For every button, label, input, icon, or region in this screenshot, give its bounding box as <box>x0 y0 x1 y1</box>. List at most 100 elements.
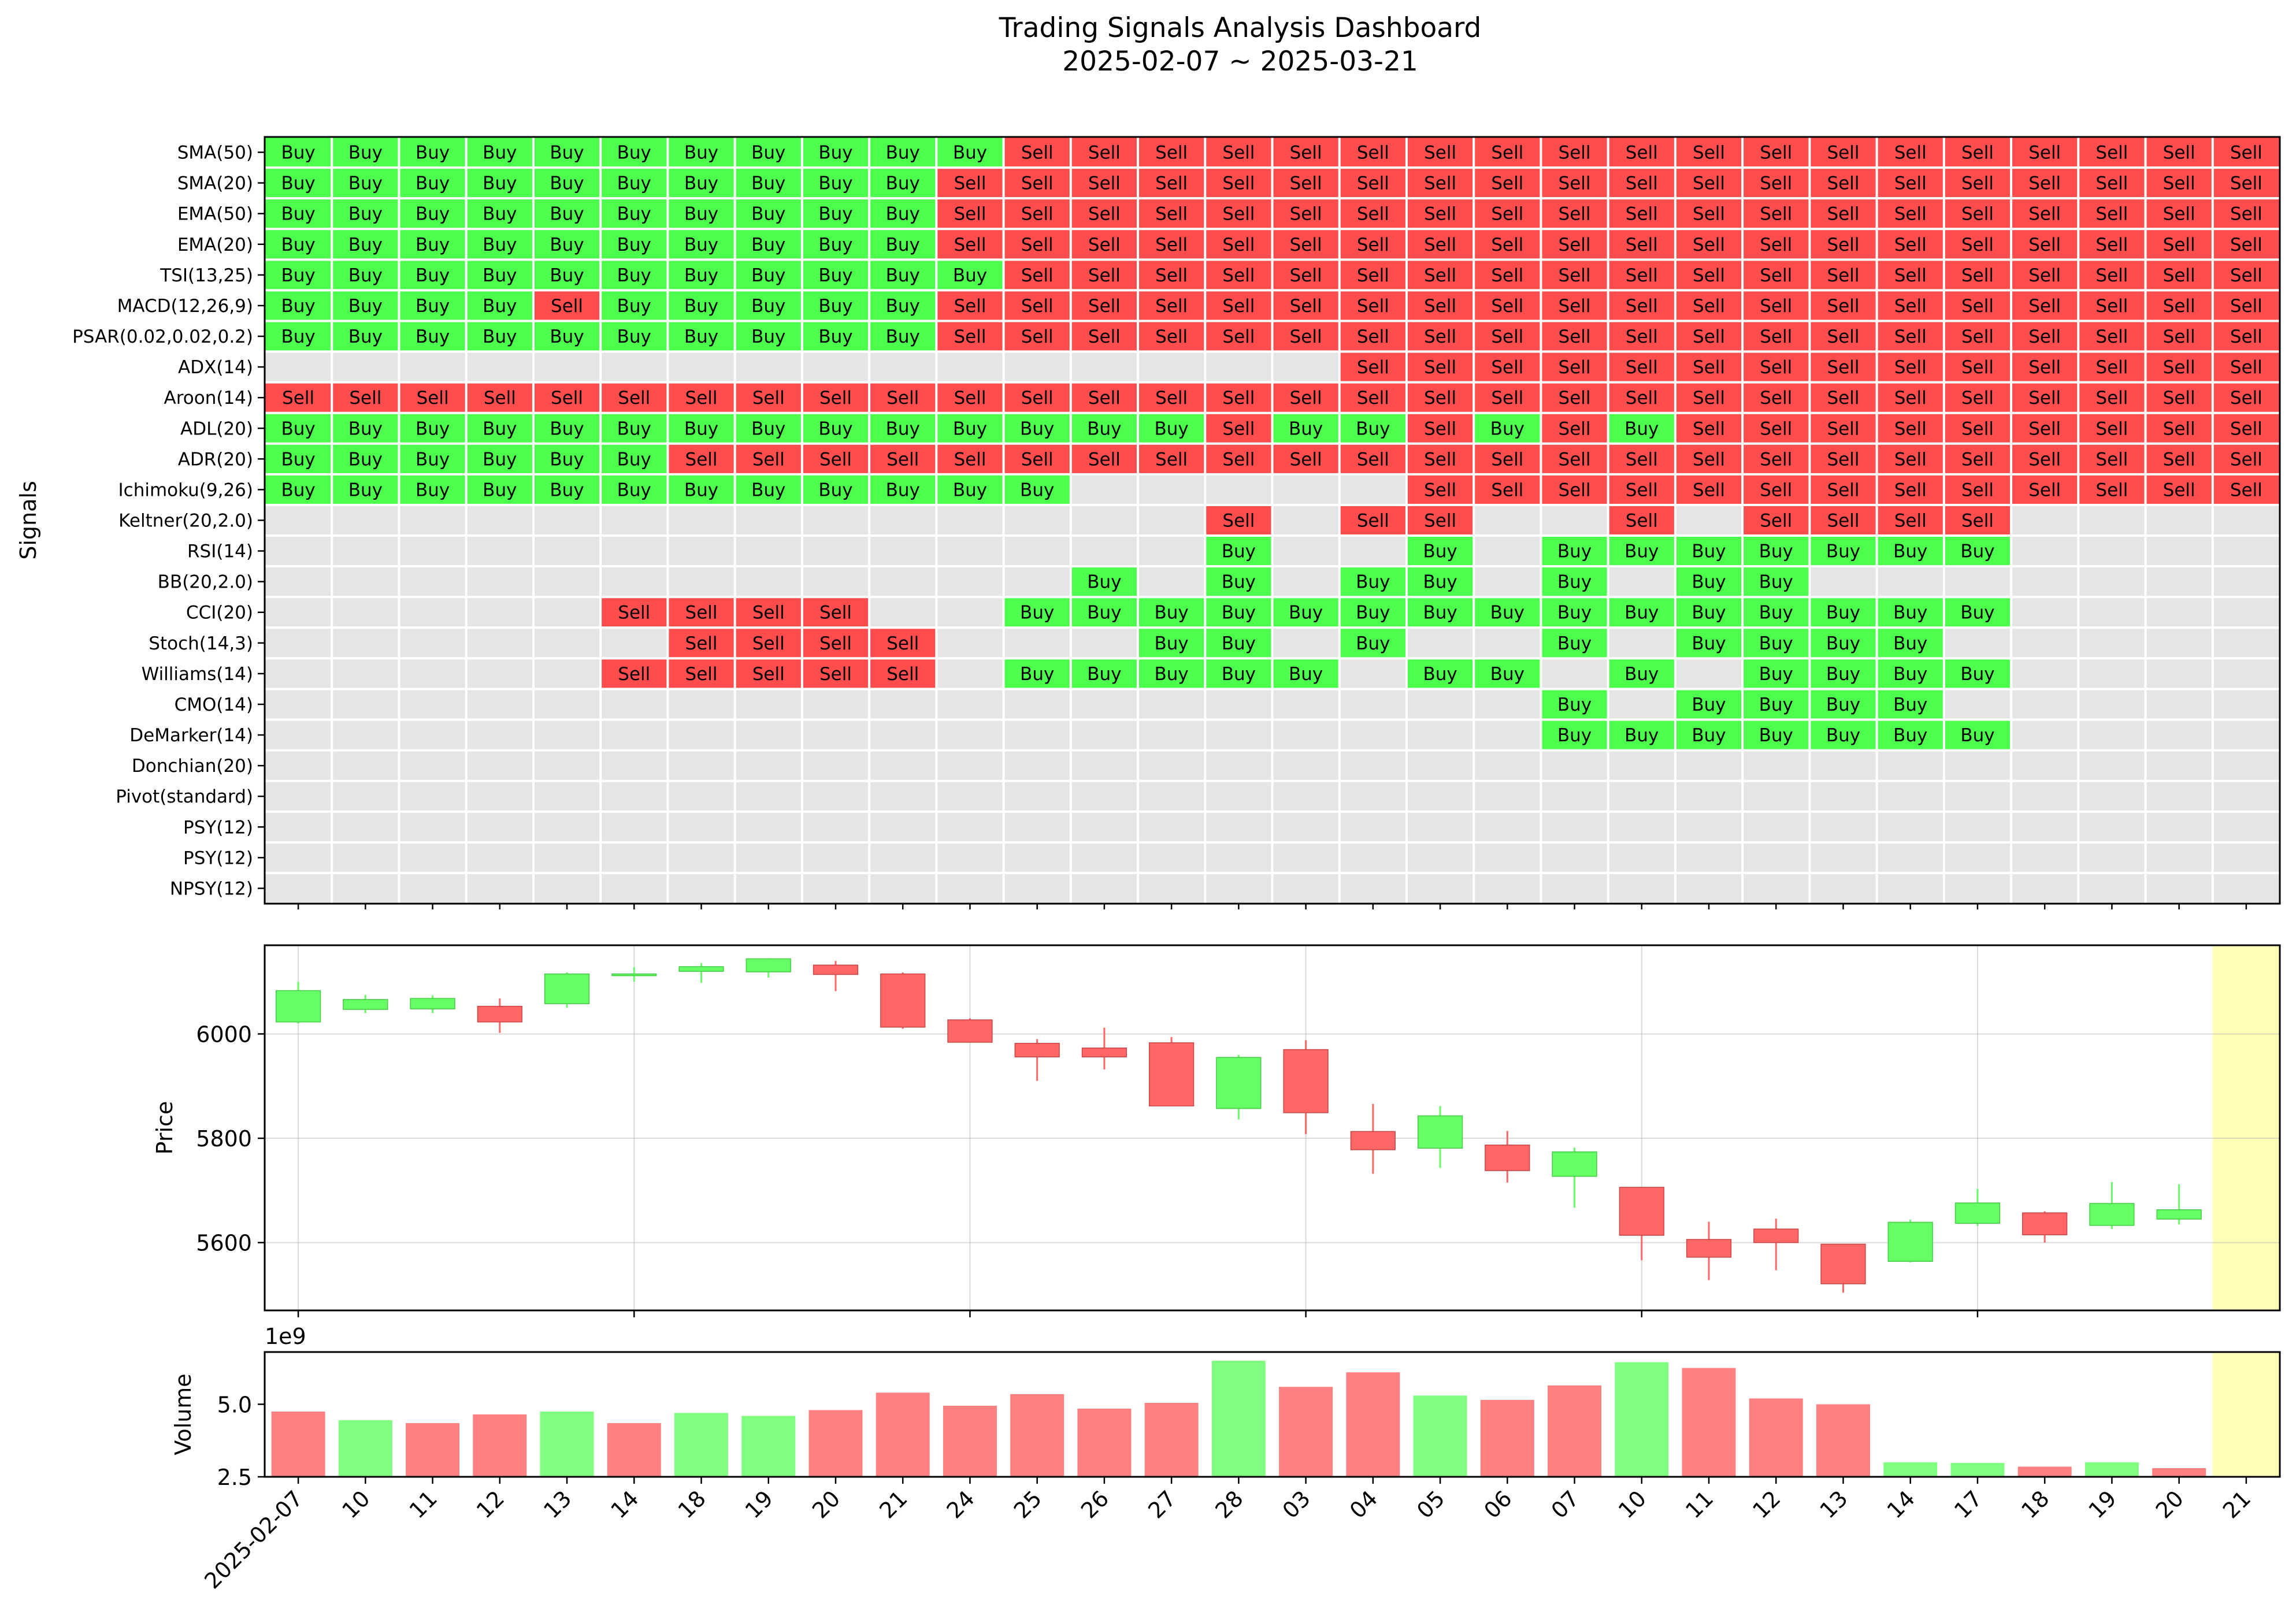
volume-tick-label: 2.5 <box>217 1465 252 1490</box>
signal-cell-label: Sell <box>1961 265 1994 286</box>
sell-signal-cell <box>1070 137 1138 168</box>
signal-cell-label: Buy <box>416 296 450 317</box>
buy-signal-cell <box>1876 536 1944 567</box>
signal-row-label: Pivot(standard) <box>116 786 253 807</box>
buy-signal-cell <box>1876 689 1944 720</box>
sell-signal-cell <box>1003 259 1071 291</box>
signal-cell-label: Buy <box>818 173 852 194</box>
signal-cell-label: Buy <box>1356 633 1390 654</box>
signal-cell-label: Sell <box>2230 388 2262 408</box>
signal-cell-label: Buy <box>1759 664 1793 685</box>
buy-signal-cell <box>1541 566 1608 597</box>
signal-cell-label: Buy <box>1826 664 1860 685</box>
sell-signal-cell <box>1138 321 1206 352</box>
signal-cell-label: Buy <box>348 173 383 194</box>
signal-cell-label: Sell <box>1894 204 1927 225</box>
signal-cell-label: Buy <box>886 296 920 317</box>
sell-signal-cell <box>667 627 735 659</box>
signal-cell-label: Sell <box>1424 326 1456 347</box>
sell-signal-cell <box>2145 198 2213 229</box>
up-candle <box>1887 1221 1933 1262</box>
buy-signal-cell <box>1943 658 2012 689</box>
signal-cell-label: Sell <box>752 449 785 470</box>
signal-cell-label: Sell <box>2028 265 2061 286</box>
signal-cell-label: Buy <box>886 265 920 286</box>
sell-signal-cell <box>1675 382 1743 413</box>
signal-cell-label: Sell <box>1961 296 1994 317</box>
up-volume-bar <box>540 1411 594 1477</box>
signal-cell-label: Buy <box>416 173 450 194</box>
buy-signal-cell <box>399 474 466 505</box>
sell-signal-cell <box>1876 229 1944 260</box>
sell-signal-cell <box>1876 198 1944 229</box>
sell-signal-cell <box>1406 504 1474 536</box>
signal-cell-label: Sell <box>1357 449 1389 470</box>
signal-cell-label: Buy <box>684 143 718 164</box>
signal-cell-label: Buy <box>1692 633 1726 654</box>
signal-cell-label: Buy <box>550 143 584 164</box>
sell-signal-cell <box>1474 474 1541 505</box>
buy-signal-cell <box>600 474 668 505</box>
sell-signal-cell <box>1272 137 1340 168</box>
buy-signal-cell <box>1541 627 1608 659</box>
sell-signal-cell <box>1138 443 1206 474</box>
signal-cell-label: Sell <box>1088 388 1121 408</box>
sell-signal-cell <box>2011 229 2079 260</box>
signal-cell-label: Buy <box>1692 541 1726 562</box>
signal-cell-label: Buy <box>1826 694 1860 715</box>
signal-cell-label: Sell <box>1491 326 1523 347</box>
signal-cell-label: Buy <box>550 265 584 286</box>
buy-signal-cell <box>802 229 870 260</box>
signal-cell-label: Sell <box>1021 235 1054 255</box>
signal-cell-label: Sell <box>2095 357 2128 378</box>
signal-cell-label: Buy <box>281 418 315 439</box>
signal-cell-label: Sell <box>2163 204 2195 225</box>
sell-signal-cell <box>1003 137 1071 168</box>
sell-signal-cell <box>1675 259 1743 291</box>
buy-signal-cell <box>533 413 601 444</box>
signal-cell-label: Buy <box>886 204 920 225</box>
buy-signal-cell <box>735 413 802 444</box>
sell-signal-cell <box>1138 137 1206 168</box>
sell-signal-cell <box>1742 474 1810 505</box>
signal-cell-label: Sell <box>1827 143 1859 164</box>
up-volume-bar <box>1413 1395 1467 1477</box>
sell-signal-cell <box>1272 198 1340 229</box>
sell-signal-cell <box>936 382 1004 413</box>
signal-cell-label: Sell <box>2028 357 2061 378</box>
sell-signal-cell <box>1541 413 1608 444</box>
signal-cell-label: Sell <box>2230 357 2262 378</box>
sell-signal-cell <box>1474 137 1541 168</box>
signal-cell-label: Sell <box>1827 326 1859 347</box>
sell-signal-cell <box>1943 137 2012 168</box>
signal-cell-label: Buy <box>416 204 450 225</box>
signal-cell-label: Buy <box>483 480 517 500</box>
signal-cell-label: Sell <box>2095 204 2128 225</box>
buy-signal-cell <box>1876 597 1944 628</box>
signal-cell-label: Sell <box>1222 449 1255 470</box>
sell-signal-cell <box>1406 351 1474 382</box>
down-candle <box>1081 1048 1127 1057</box>
highlight-region <box>2212 945 2280 1310</box>
signal-cell-label: Sell <box>685 664 718 685</box>
signal-cell-label: Sell <box>1424 296 1456 317</box>
signal-cell-label: Buy <box>1759 725 1793 746</box>
signal-cell-label: Sell <box>685 449 718 470</box>
buy-signal-cell <box>466 321 533 352</box>
sell-signal-cell <box>2145 443 2213 474</box>
down-volume-bar <box>1548 1385 1602 1477</box>
down-volume-bar <box>1077 1408 1132 1477</box>
sell-signal-cell <box>1474 198 1541 229</box>
volume-bar-panel: 2.5 5.0 1e9 Volume <box>170 1324 2281 1490</box>
signal-cell-label: Sell <box>2230 265 2262 286</box>
buy-signal-cell <box>600 259 668 291</box>
signal-cell-label: Buy <box>281 449 315 470</box>
sell-signal-cell <box>2011 413 2079 444</box>
sell-signal-cell <box>2145 413 2213 444</box>
buy-signal-cell <box>1272 413 1340 444</box>
sell-signal-cell <box>2145 382 2213 413</box>
signal-cell-label: Sell <box>1961 173 1994 194</box>
sell-signal-cell <box>1070 443 1138 474</box>
signal-cell-label: Sell <box>1760 173 1792 194</box>
signal-cell-label: Sell <box>1155 449 1188 470</box>
